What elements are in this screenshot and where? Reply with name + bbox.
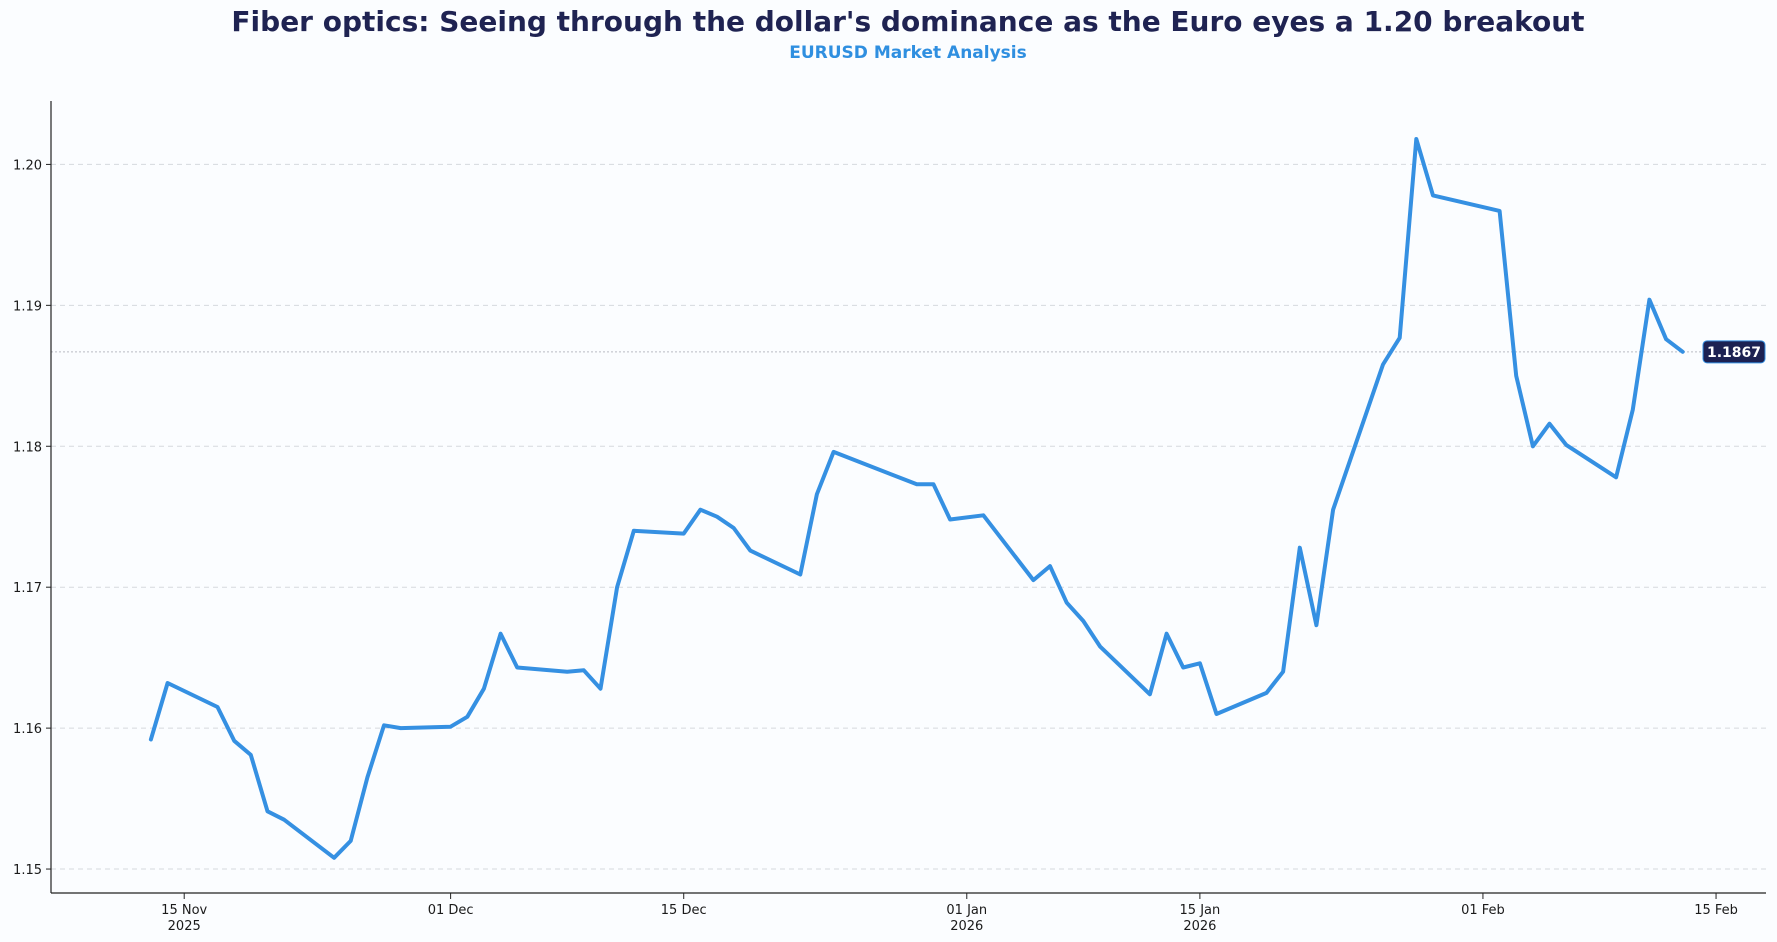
- last-value-badge: 1.1867: [1702, 340, 1766, 364]
- chart-subtitle: EURUSD Market Analysis: [789, 43, 1027, 63]
- last-value-badge-label: 1.1867: [1707, 345, 1761, 361]
- series-layer: [148, 137, 1685, 860]
- y-tick-label: 1.18: [13, 440, 42, 455]
- x-tick-label: 01 Jan: [946, 903, 987, 918]
- x-tick-label: 01 Feb: [1461, 903, 1505, 918]
- y-tick-label: 1.20: [13, 158, 42, 173]
- x-tick-sublabel: 2025: [168, 919, 201, 934]
- x-tick-label: 15 Jan: [1180, 903, 1221, 918]
- x-tick-sublabel: 2026: [950, 919, 983, 934]
- last-value-badge-box: [1702, 340, 1766, 364]
- grid-layer: [51, 163, 1766, 870]
- y-tick-label: 1.17: [13, 581, 42, 596]
- series-line-eurusd: [148, 137, 1685, 860]
- x-tick-label: 15 Feb: [1694, 903, 1738, 918]
- y-tick-label: 1.16: [13, 722, 42, 737]
- chart-title: Fiber optics: Seeing through the dollar'…: [231, 5, 1584, 38]
- axes: [50, 101, 1766, 894]
- y-tick-label: 1.19: [13, 299, 42, 314]
- x-tick-label: 15 Nov: [161, 903, 207, 918]
- x-tick-label: 01 Dec: [428, 903, 474, 918]
- x-tick-sublabel: 2026: [1183, 919, 1216, 934]
- x-tick-label: 15 Dec: [661, 903, 707, 918]
- y-tick-label: 1.15: [13, 863, 42, 878]
